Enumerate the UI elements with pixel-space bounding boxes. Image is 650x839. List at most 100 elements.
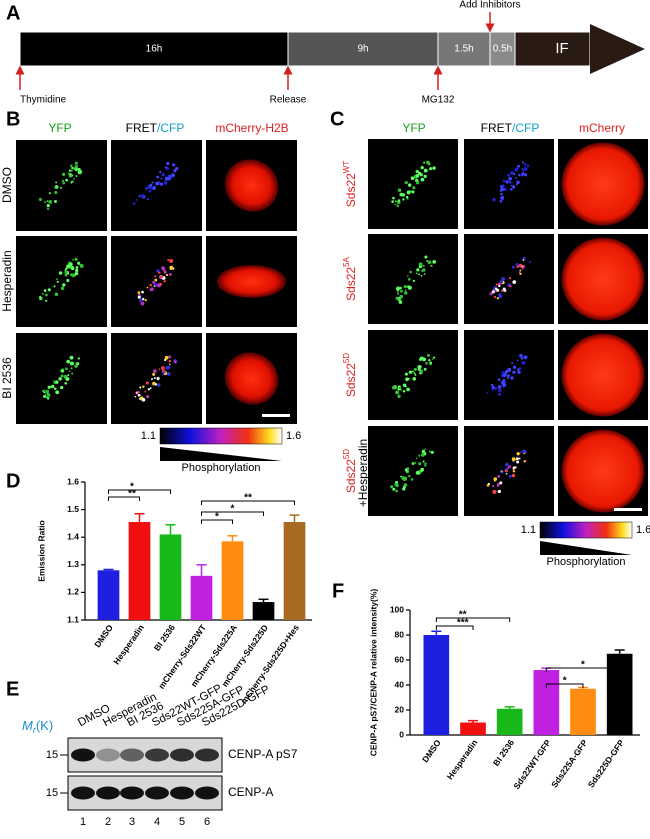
spot (168, 273, 172, 276)
channel-header: mCherry-H2B (215, 121, 288, 135)
y-tick-label: 80 (395, 629, 405, 639)
micrograph (111, 236, 202, 327)
spot (55, 390, 60, 395)
spot (521, 265, 524, 268)
spot (411, 190, 415, 194)
spot (500, 470, 503, 473)
spot (396, 204, 399, 208)
y-axis-label: Emission Ratio (36, 520, 46, 581)
spot (522, 170, 524, 173)
spot (415, 180, 420, 185)
spot (421, 269, 424, 272)
row-label-base: Sds22 (344, 459, 358, 493)
spot (156, 269, 160, 273)
spot (54, 387, 57, 390)
marker: 15 (46, 787, 58, 799)
spot (137, 291, 141, 294)
lane-number: 1 (80, 816, 86, 828)
spot (45, 299, 48, 302)
spot (426, 353, 430, 357)
spot (171, 163, 176, 167)
spot (60, 374, 64, 378)
spot (132, 202, 136, 205)
spot (424, 448, 427, 451)
scale-bar (614, 508, 642, 511)
spot (515, 457, 519, 461)
timeline-arrowhead (590, 24, 645, 74)
y-tick-label: 1.3 (67, 559, 79, 569)
row-label-base: Sds22 (344, 267, 358, 301)
row-label-base: Sds22 (344, 173, 358, 207)
spot (141, 297, 145, 301)
spot (524, 450, 527, 453)
spot (403, 483, 408, 487)
spot (502, 384, 505, 388)
spot (154, 275, 157, 278)
x-tick-label: Sds225A-GFP (549, 737, 590, 789)
spot (514, 176, 518, 180)
spot (46, 397, 50, 400)
spot (70, 273, 74, 277)
spot (68, 370, 71, 373)
spot (501, 277, 506, 281)
row-label: Sds225D (342, 449, 358, 493)
spot (508, 176, 512, 181)
panel-label: A (6, 2, 20, 24)
lane-number: 4 (154, 816, 160, 828)
colorbar-max: 1.6 (636, 524, 650, 536)
spot (60, 286, 65, 291)
row-label-sup: WT (342, 161, 351, 174)
mr-label: Mr(K) (22, 718, 53, 735)
spot (408, 377, 410, 380)
spot (139, 298, 143, 303)
significance-bracket (201, 511, 264, 516)
spot (74, 271, 79, 276)
channel-header: YFP (402, 121, 425, 135)
error-bar (196, 564, 207, 576)
spot (164, 166, 168, 169)
spot (397, 394, 401, 398)
spot (494, 287, 498, 291)
spot (135, 199, 138, 201)
spot (499, 481, 503, 485)
bar (159, 534, 182, 620)
spot (486, 391, 489, 394)
x-tick-label: BI 2536 (491, 737, 516, 767)
spot (432, 260, 437, 264)
spot (423, 161, 426, 164)
spot (399, 294, 404, 299)
spot (161, 373, 164, 376)
spot (412, 186, 416, 190)
bar (533, 670, 560, 735)
spot (159, 182, 164, 186)
x-tick-label: Hesperadin (111, 623, 146, 667)
spot (38, 197, 42, 201)
nucleus (224, 352, 279, 405)
spot (515, 263, 519, 267)
spot (173, 170, 176, 173)
significance-bracket (435, 625, 474, 630)
error-bar (289, 514, 300, 523)
micrograph (16, 236, 107, 327)
significance-bracket (201, 500, 295, 505)
spot (521, 172, 525, 176)
panel-label: E (6, 678, 19, 700)
spot (45, 293, 48, 297)
spot (146, 286, 149, 289)
spot (420, 453, 425, 457)
error-bar (227, 535, 238, 542)
spot (144, 390, 147, 393)
spot (512, 185, 516, 189)
row-label: DMSO (0, 167, 14, 203)
spot (406, 182, 408, 184)
spot (397, 188, 402, 193)
bar (606, 653, 633, 735)
spot (167, 258, 170, 262)
spot (61, 179, 65, 183)
significance-label: ** (244, 493, 252, 504)
micrograph (464, 426, 554, 516)
spot (511, 265, 515, 269)
spot (70, 266, 75, 271)
error-bar (103, 568, 114, 571)
